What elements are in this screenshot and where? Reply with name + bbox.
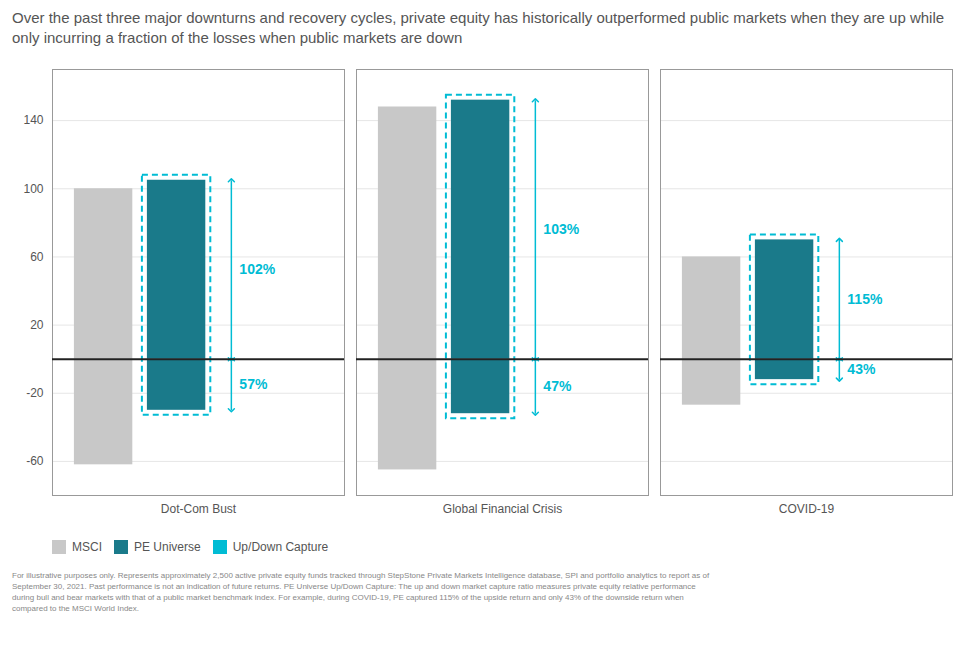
- svg-text:Global Financial Crisis: Global Financial Crisis: [443, 502, 562, 516]
- html-text:Over the past three major down: Over the past three major downturns and …: [12, 9, 945, 47]
- svg-text:140: 140: [23, 113, 43, 127]
- svg-text:60: 60: [30, 249, 44, 263]
- svg-text:Dot-Com Bust: Dot-Com Bust: [161, 502, 237, 516]
- html-text:For illustrative purposes only: For illustrative purposes only. Represen…: [12, 570, 710, 614]
- svg-text:-60: -60: [26, 454, 44, 468]
- html-text:Up/Down Capture: Up/Down Capture: [232, 540, 329, 554]
- svg-text:47%: 47%: [543, 377, 572, 393]
- svg-text:COVID-19: COVID-19: [779, 502, 835, 516]
- html-text:PE Universe: PE Universe: [134, 540, 201, 554]
- svg-text:20: 20: [30, 317, 44, 331]
- svg-text:100: 100: [23, 181, 43, 195]
- svg-text:115%: 115%: [847, 291, 883, 307]
- svg-text:43%: 43%: [847, 360, 876, 376]
- html-text:MSCI: MSCI: [72, 540, 102, 554]
- svg-text:-20: -20: [26, 386, 44, 400]
- svg-text:102%: 102%: [239, 261, 275, 277]
- svg-text:57%: 57%: [239, 376, 268, 392]
- svg-text:103%: 103%: [543, 221, 579, 237]
